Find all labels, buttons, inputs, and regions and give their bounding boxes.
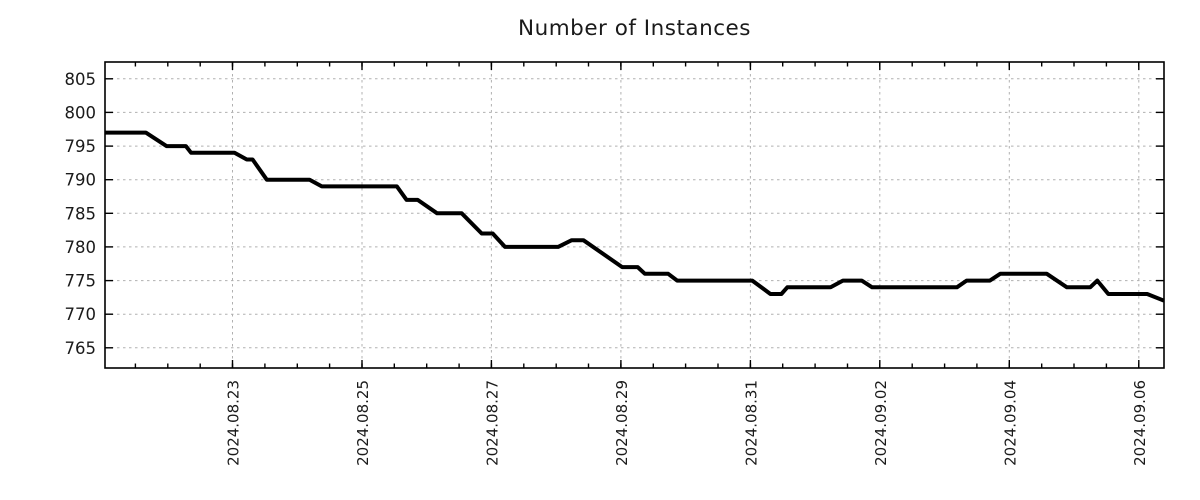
y-tick-label: 780 xyxy=(65,238,97,257)
y-tick-label: 775 xyxy=(65,272,97,291)
y-tick-label: 765 xyxy=(65,339,97,358)
y-tick-label: 795 xyxy=(65,137,97,156)
x-tick-label: 2024.08.23 xyxy=(225,380,243,466)
x-tick-label: 2024.09.02 xyxy=(872,380,890,466)
plot-border xyxy=(104,61,1165,369)
y-tick-label: 790 xyxy=(65,171,97,190)
x-tick-label: 2024.08.31 xyxy=(742,380,760,466)
x-tick-label: 2024.09.06 xyxy=(1131,380,1149,466)
y-tick-label: 805 xyxy=(65,70,97,89)
x-tick-label: 2024.08.27 xyxy=(483,380,501,466)
data-line-instances xyxy=(105,130,1165,303)
x-tick-label: 2024.08.29 xyxy=(613,380,631,466)
chart-title: Number of Instances xyxy=(518,16,751,41)
y-tick-label: 770 xyxy=(65,305,97,324)
y-tick-label: 785 xyxy=(65,204,97,223)
x-tick-label: 2024.08.25 xyxy=(354,380,372,466)
y-tick-label: 800 xyxy=(65,103,97,122)
x-tick-label: 2024.09.04 xyxy=(1001,380,1019,466)
